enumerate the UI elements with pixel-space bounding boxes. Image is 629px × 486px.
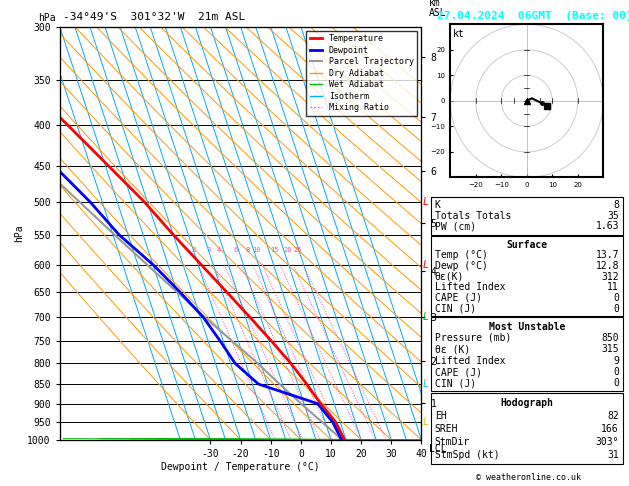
Text: 9: 9 — [613, 356, 619, 365]
Text: Lifted Index: Lifted Index — [435, 282, 505, 293]
Text: L: L — [423, 417, 428, 427]
Text: 4: 4 — [217, 247, 221, 253]
Text: L: L — [423, 197, 428, 207]
Text: Hodograph: Hodograph — [500, 398, 554, 408]
Text: L: L — [423, 312, 428, 322]
Text: CAPE (J): CAPE (J) — [435, 293, 482, 303]
Text: 166: 166 — [601, 424, 619, 434]
X-axis label: Dewpoint / Temperature (°C): Dewpoint / Temperature (°C) — [161, 462, 320, 471]
Text: 6: 6 — [233, 247, 238, 253]
Text: 8: 8 — [245, 247, 250, 253]
Text: PW (cm): PW (cm) — [435, 221, 476, 231]
Text: 13.7: 13.7 — [596, 250, 619, 260]
Text: Pressure (mb): Pressure (mb) — [435, 333, 511, 343]
Text: 8: 8 — [613, 200, 619, 210]
Text: EH: EH — [435, 411, 447, 421]
Text: 25: 25 — [294, 247, 302, 253]
Text: CIN (J): CIN (J) — [435, 304, 476, 313]
Text: 3: 3 — [206, 247, 210, 253]
Text: Totals Totals: Totals Totals — [435, 210, 511, 221]
Bar — [431, 197, 623, 235]
Text: 2: 2 — [191, 247, 196, 253]
Text: K: K — [435, 200, 440, 210]
Text: StmSpd (kt): StmSpd (kt) — [435, 450, 499, 460]
Text: 0: 0 — [613, 367, 619, 377]
Bar — [431, 393, 623, 464]
Text: 27.04.2024  06GMT  (Base: 00): 27.04.2024 06GMT (Base: 00) — [437, 11, 629, 21]
Text: 15: 15 — [270, 247, 279, 253]
Text: 850: 850 — [601, 333, 619, 343]
Text: hPa: hPa — [38, 13, 56, 22]
Text: 31: 31 — [607, 450, 619, 460]
Text: kt: kt — [454, 29, 465, 39]
Bar — [431, 317, 623, 392]
Text: Most Unstable: Most Unstable — [489, 322, 565, 331]
Text: 12.8: 12.8 — [596, 261, 619, 271]
Text: 0: 0 — [613, 379, 619, 388]
Y-axis label: hPa: hPa — [14, 225, 25, 242]
Bar — [431, 236, 623, 316]
Text: SREH: SREH — [435, 424, 458, 434]
Text: 82: 82 — [607, 411, 619, 421]
Text: StmDir: StmDir — [435, 437, 470, 447]
Y-axis label: Mixing Ratio (g/kg): Mixing Ratio (g/kg) — [0, 186, 9, 281]
Text: CIN (J): CIN (J) — [435, 379, 476, 388]
Text: -34°49'S  301°32'W  21m ASL: -34°49'S 301°32'W 21m ASL — [63, 12, 245, 22]
Text: L: L — [423, 260, 428, 270]
Text: LCL: LCL — [429, 444, 447, 454]
Text: 20: 20 — [283, 247, 292, 253]
Text: © weatheronline.co.uk: © weatheronline.co.uk — [476, 473, 581, 482]
Text: Temp (°C): Temp (°C) — [435, 250, 487, 260]
Text: 315: 315 — [601, 344, 619, 354]
Text: 0: 0 — [613, 304, 619, 313]
Legend: Temperature, Dewpoint, Parcel Trajectory, Dry Adiabat, Wet Adiabat, Isotherm, Mi: Temperature, Dewpoint, Parcel Trajectory… — [306, 31, 417, 116]
Text: 1.63: 1.63 — [596, 221, 619, 231]
Text: Surface: Surface — [506, 240, 547, 250]
Text: 11: 11 — [607, 282, 619, 293]
Text: 35: 35 — [607, 210, 619, 221]
Text: 10: 10 — [252, 247, 261, 253]
Text: θε(K): θε(K) — [435, 272, 464, 282]
Text: 0: 0 — [613, 293, 619, 303]
Text: km
ASL: km ASL — [429, 0, 447, 18]
Text: 303°: 303° — [596, 437, 619, 447]
Text: Dewp (°C): Dewp (°C) — [435, 261, 487, 271]
Text: Lifted Index: Lifted Index — [435, 356, 505, 365]
Text: CAPE (J): CAPE (J) — [435, 367, 482, 377]
Text: L: L — [423, 379, 428, 389]
Text: θε (K): θε (K) — [435, 344, 470, 354]
Text: 312: 312 — [601, 272, 619, 282]
